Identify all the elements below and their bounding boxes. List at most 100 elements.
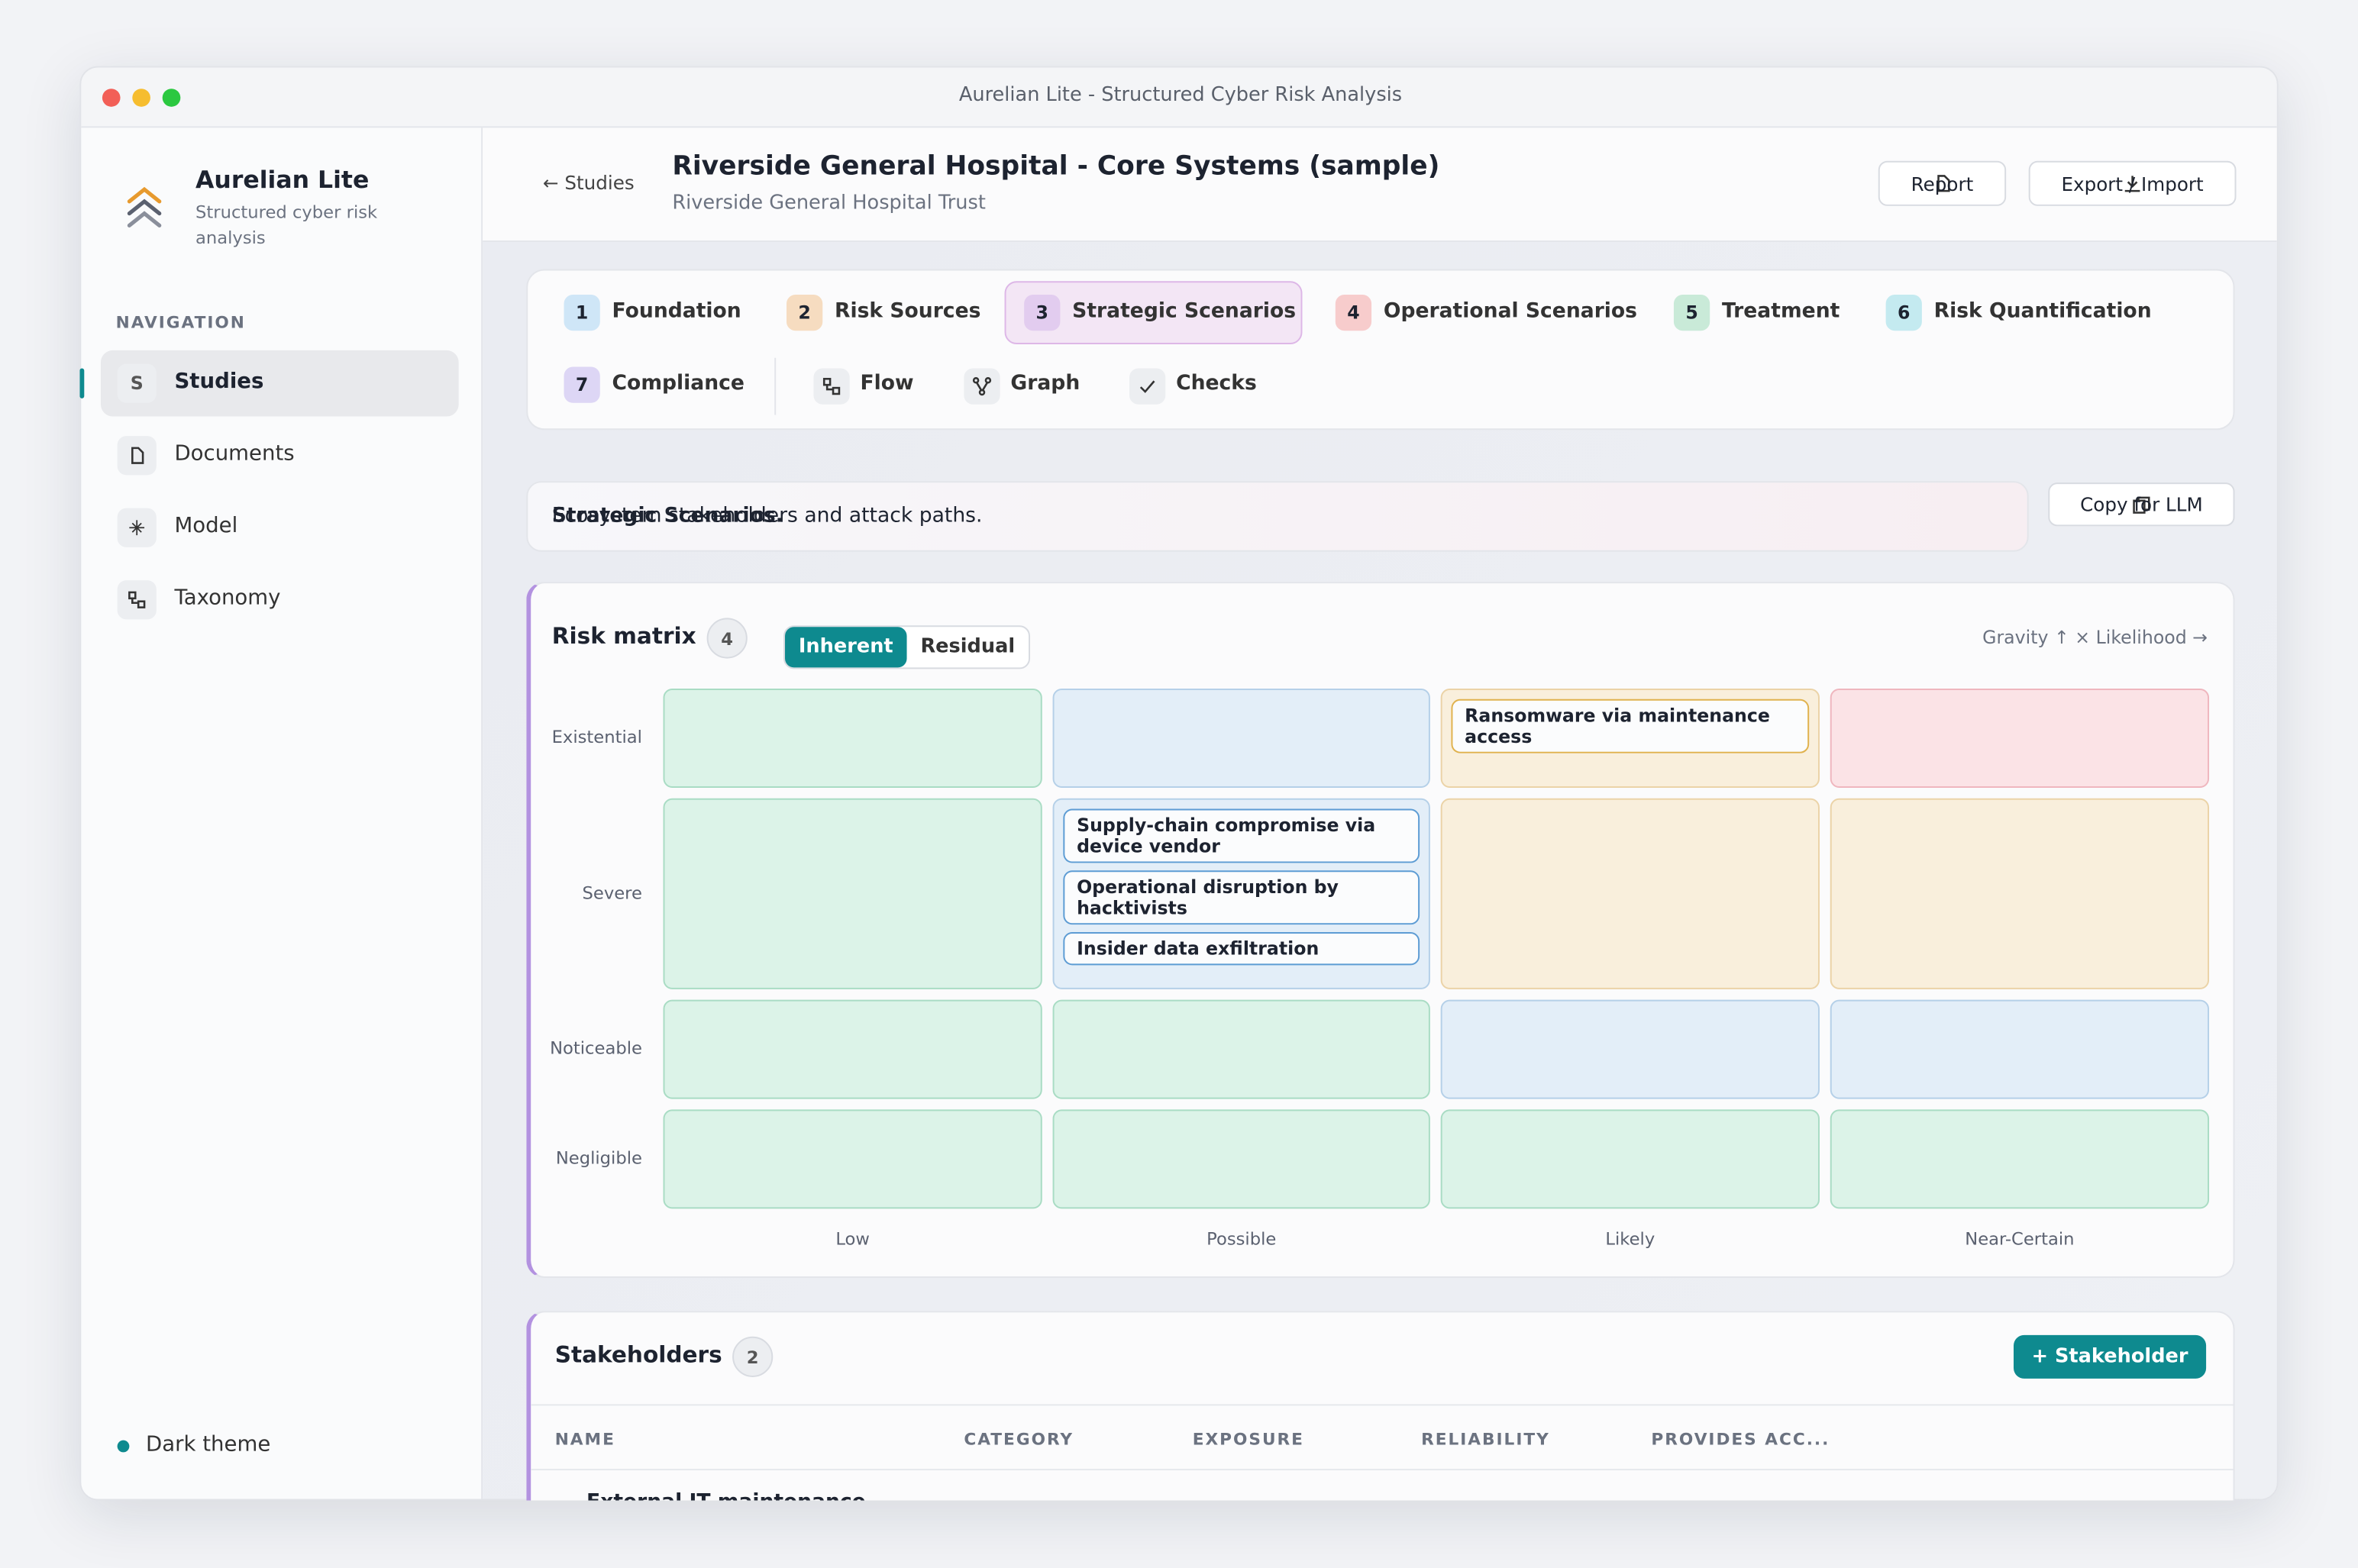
row-label: Noticeable [550,1037,642,1059]
tool-icon [1129,368,1166,405]
row-label: Negligible [555,1147,642,1169]
toggle-off[interactable]: Residual [920,636,1016,659]
nav-active-bar [79,368,85,398]
window-title: Aurelian Lite - Structured Cyber Risk An… [958,84,1403,107]
matrix-cell: Supply-chain compromise via device vendo… [1052,798,1430,989]
banner-title: Strategic Scenarios. [551,503,783,528]
stakeholders-count: 2 [732,1336,774,1377]
tab-badge: 6 [1885,295,1922,331]
layer: Aurelian Lite Structured cyber risk analy… [79,66,2278,1501]
column-label: Near-Certain [1965,1228,2075,1250]
tool-icon [813,368,850,405]
app-name: Aurelian Lite [195,165,370,195]
matrix-cell [1830,999,2210,1099]
banner: Strategic Scenarios. Ecosystem stakehold… [526,481,2029,552]
header-button-label: Export / Import [2061,172,2204,195]
copy-button-label: Copy for LLM [2080,492,2203,516]
tab-label[interactable]: Risk Quantification [1933,298,2152,324]
divider [531,1469,2234,1471]
row-label: Severe [582,882,642,903]
titlebar [81,67,2277,128]
scenario-chip[interactable]: Operational disruption by hacktivists [1063,870,1420,925]
matrix-cell [663,688,1042,788]
matrix-title: Risk matrix [551,622,696,650]
tab-divider [774,357,777,415]
column-label: Possible [1206,1228,1277,1250]
tool-icon [964,368,1000,405]
tagline: Structured cyber risk analysis [195,201,378,248]
column-label: Likely [1605,1228,1655,1250]
tab-badge: 4 [1335,295,1372,331]
tab-label[interactable]: Foundation [612,298,741,324]
toggle-on[interactable]: Inherent [785,627,907,668]
stakeholders-card [526,1311,2235,1501]
tab-label[interactable]: Operational Scenarios [1383,298,1638,324]
tab-label[interactable]: Compliance [612,371,745,395]
matrix-cell: Ransomware via maintenance access [1440,688,1820,788]
theme-dot [117,1440,130,1453]
tab-label[interactable]: Risk Sources [835,298,981,324]
scenario-chip[interactable]: Ransomware via maintenance access [1451,699,1810,753]
theme-toggle[interactable]: Dark theme [146,1432,271,1457]
column-label: Low [835,1228,870,1250]
copy-button[interactable]: Copy for LLM [2048,482,2235,527]
max-dot[interactable] [162,89,181,107]
header-button-label: Report [1911,172,1974,195]
tabs-card [526,269,2235,431]
matrix-count: 4 [706,618,748,659]
close-dot[interactable] [102,89,121,107]
matrix-cell [1830,798,2210,989]
table-cell: External IT maintenance [586,1490,866,1501]
matrix-cell [1440,999,1820,1099]
stakeholders-title: Stakeholders [554,1341,722,1369]
matrix-cell [663,798,1042,989]
tab-badge: 1 [564,295,600,331]
banner-text: Ecosystem stakeholders and attack paths. [551,503,983,528]
nav-active-bg[interactable] [100,350,459,417]
logo [123,183,168,231]
matrix-cell [663,1109,1042,1209]
table-header: PROVIDES ACC... [1651,1429,1830,1450]
matrix-cell [1830,688,2210,788]
nav-item[interactable]: Model [174,514,238,539]
tab-badge: 2 [786,295,823,331]
table-header: CATEGORY [964,1429,1074,1450]
matrix-cell [663,999,1042,1099]
matrix-cell [1052,999,1430,1099]
nav-item[interactable]: Documents [174,442,295,466]
nav-icon [117,508,157,547]
nav-icon [117,436,157,476]
add-stakeholder[interactable]: + Stakeholder [2014,1334,2207,1379]
scenario-chip[interactable]: Supply-chain compromise via device vendo… [1063,808,1420,863]
nav-icon [117,580,157,620]
matrix-cell [1052,1109,1430,1209]
back-link[interactable]: ← Studies [542,171,635,195]
tab-label[interactable]: Strategic Scenarios [1072,298,1297,324]
axis-hint: Gravity ↑ × Likelihood → [1982,627,2208,648]
nav-heading: NAVIGATION [115,312,246,333]
min-dot[interactable] [132,89,150,107]
scenario-chip[interactable]: Insider data exfiltration [1063,932,1420,966]
matrix-cell [1830,1109,2210,1209]
tab-badge: 5 [1673,295,1710,331]
tool-label[interactable]: Checks [1176,371,1257,395]
nav-item[interactable]: Studies [174,369,264,394]
tab-badge: 7 [564,366,600,403]
tool-label[interactable]: Graph [1010,371,1080,395]
tab-label[interactable]: Treatment [1721,298,1840,324]
matrix-cell [1440,798,1820,989]
header-button[interactable]: Export / Import [2028,160,2237,206]
row-label: Existential [551,726,642,747]
tool-label[interactable]: Flow [860,371,914,395]
matrix-cell [1052,688,1430,788]
nav-icon: S [117,363,157,403]
matrix-cell [1440,1109,1820,1209]
table-header: NAME [554,1429,615,1450]
table-header: EXPOSURE [1192,1429,1304,1450]
table-header: RELIABILITY [1421,1429,1550,1450]
nav-item[interactable]: Taxonomy [174,586,281,611]
divider [531,1404,2234,1406]
header-button[interactable]: Report [1878,160,2007,206]
page-title: Riverside General Hospital - Core System… [672,151,1440,182]
